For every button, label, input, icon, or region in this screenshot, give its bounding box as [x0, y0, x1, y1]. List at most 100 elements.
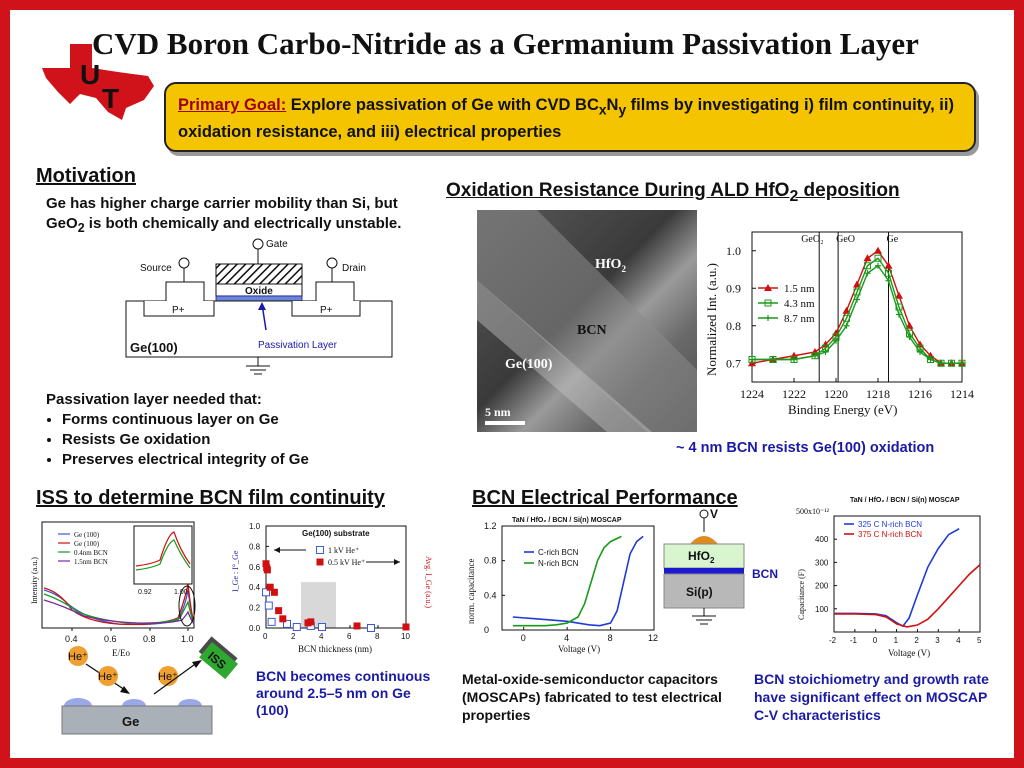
inset-curve [135, 531, 191, 567]
texas-shape-icon [42, 44, 154, 120]
legend-label: 0.4nm BCN [74, 549, 108, 557]
y-scale-label: 500x10⁻¹² [796, 507, 830, 516]
ion-he-mid: He⁺ [98, 666, 118, 686]
y-axis-label-right: Avg. I_Ge (a.u.) [424, 556, 433, 608]
source-label: Source [140, 263, 172, 274]
y-tick-label: 1.2 [484, 521, 497, 531]
peak-highlight [178, 585, 196, 627]
data-point [833, 337, 839, 344]
iss-thickness-chart: Ge(100) substrate 0 2 4 6 8 10 0.0 0.2 0.4 0.6 0.8 1… [231, 522, 433, 654]
logo-letter-t: T [102, 83, 119, 114]
series-line [512, 535, 622, 627]
goal-text-a: Explore passivation of Ge with CVD BC [286, 96, 599, 114]
x-tick-label: -1 [850, 636, 858, 645]
legend-label: 375 C N-rich BCN [858, 530, 922, 539]
goal-sub-y: y [618, 102, 627, 118]
electrical-caption-right: BCN stoichiometry and growth rate have s… [754, 671, 989, 723]
arrow-left-head [274, 547, 280, 553]
motivation-text: Ge has higher charge carrier mobility th… [46, 194, 426, 238]
data-point [885, 277, 892, 284]
needs-item: Preserves electrical integrity of Ge [62, 450, 426, 470]
data-point [283, 619, 291, 628]
legend-label: N-rich BCN [538, 559, 579, 568]
y-tick-label: 200 [815, 582, 829, 591]
primary-goal-box: Primary Goal: Explore passivation of Ge … [164, 82, 976, 152]
tem-scale-label: 5 nm [485, 405, 511, 419]
x-tick-label: 0 [521, 633, 526, 643]
needs-list: Forms continuous layer on Ge Resists Ge … [46, 410, 426, 470]
y-tick-label: 400 [815, 535, 829, 544]
y-axis-label: Normalized Int. (a.u.) [704, 263, 719, 376]
legend-label: C-rich BCN [538, 548, 579, 557]
data-point [749, 356, 755, 363]
data-point [318, 622, 326, 631]
gate-terminal-icon [252, 238, 264, 250]
data-point [267, 617, 276, 626]
data-point [266, 583, 274, 591]
tem-ge-label: Ge(100) [505, 357, 553, 372]
data-point [959, 360, 965, 367]
x-tick-label: 1216 [908, 387, 932, 401]
passivation-needs: Passivation layer needed that: Forms con… [46, 390, 426, 470]
data-point [262, 588, 270, 597]
data-point [279, 615, 287, 623]
stack-hfo2-layer [663, 543, 745, 569]
x-tick-label: 3 [935, 636, 940, 645]
electrical-header: BCN Electrical Performance [472, 487, 738, 509]
x-axis-label: Voltage (V) [888, 648, 930, 658]
gate-electrode [215, 263, 303, 285]
stack-bcn-label: BCN [752, 567, 778, 581]
data-point [885, 269, 892, 277]
goal-text-c: films by investigating i) film continuit… [178, 96, 954, 142]
plot-frame [833, 515, 981, 633]
y-tick-label: 0.9 [726, 281, 741, 295]
data-point [863, 254, 872, 262]
data-point [896, 311, 902, 318]
peak-annotation: GeO₂ [801, 234, 823, 245]
stack-hfo2-label: HfO2 [688, 549, 715, 565]
x-tick-label: 0 [873, 636, 878, 645]
legend-label: 4.3 nm [784, 298, 815, 310]
data-point [822, 349, 829, 355]
x-axis-label: Binding Energy (eV) [788, 402, 898, 417]
legend-label: Ge (100) [74, 531, 100, 539]
legend-marker [316, 558, 324, 566]
x-tick-label: 0 [263, 632, 268, 641]
needs-title: Passivation layer needed that: [46, 391, 262, 408]
oxidation-header: Oxidation Resistance During ALD HfO2 dep… [446, 180, 900, 206]
x-tick-label: 8 [375, 632, 380, 641]
legend-label: 1.5 nm [784, 283, 815, 295]
x-tick-label: 0.8 [143, 634, 156, 644]
moscap-norm-chart: TaN / HfO₂ / BCN / Si(n) MOSCAP 0 4 8 12 0 0.4… [466, 517, 658, 654]
tem-bcn-label: BCN [577, 323, 607, 338]
chart-title: TaN / HfO₂ / BCN / Si(n) MOSCAP [850, 497, 960, 504]
data-point [874, 246, 882, 254]
data-point [262, 560, 270, 568]
y-tick-label: 0.6 [249, 563, 261, 572]
needs-item: Forms continuous layer on Ge [62, 410, 426, 430]
x-tick-label: -2 [829, 636, 837, 645]
data-point [875, 262, 881, 269]
x-tick-label: 1214 [950, 387, 974, 401]
iss-caption: BCN becomes continuous around 2.5–5 nm o… [256, 668, 431, 718]
peak-annotation: GeO [836, 234, 855, 245]
x-tick-label: 4 [319, 632, 324, 641]
tem-hfo2-label: HfO2 [595, 257, 626, 274]
passivation-strip [215, 295, 303, 302]
y-axis-label: Capacitance (F) [797, 569, 806, 620]
data-point [791, 356, 797, 363]
y-axis-label: norm. capacitance [466, 559, 476, 624]
oxide-label: Oxide [245, 286, 273, 297]
legend-label: 8.7 nm [784, 313, 815, 325]
data-point [275, 607, 283, 615]
iss-detector-icon: ISS [198, 636, 239, 680]
p-plus-left: P+ [172, 305, 185, 316]
svg-text:He⁺: He⁺ [98, 671, 118, 683]
inset-tick-label: 1.00 [174, 589, 188, 596]
data-point [263, 566, 271, 574]
oxidation-header-a: Oxidation Resistance During ALD HfO [446, 180, 790, 201]
legend-label: 0.5 kV He⁺ [328, 558, 365, 567]
motivation-sub: 2 [77, 221, 85, 235]
primary-goal-label: Primary Goal: [178, 96, 287, 114]
